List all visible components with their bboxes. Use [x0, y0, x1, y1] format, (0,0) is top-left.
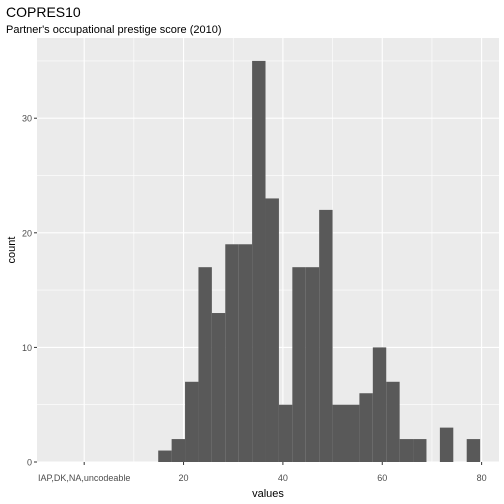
- x-tick-label: 60: [377, 473, 387, 483]
- histogram-bar: [185, 381, 199, 462]
- histogram-bar: [292, 267, 306, 462]
- histogram-bar: [359, 393, 373, 462]
- x-tick-label: 40: [278, 473, 288, 483]
- x-axis-label: values: [252, 488, 284, 500]
- histogram-bar: [372, 347, 387, 462]
- y-tick-label: 30: [22, 114, 32, 124]
- histogram-bar: [158, 450, 172, 462]
- chart-title: COPRES10: [6, 4, 81, 20]
- histogram-bar: [319, 209, 333, 462]
- histogram-bar: [265, 198, 279, 462]
- histogram-bar: [439, 427, 454, 462]
- histogram-bar: [225, 244, 239, 462]
- histogram-bar: [198, 267, 212, 462]
- histogram-bar: [171, 439, 186, 462]
- y-tick-label: 20: [22, 228, 32, 238]
- histogram-bar: [413, 439, 427, 462]
- histogram-bar: [345, 404, 360, 462]
- histogram-bar: [466, 439, 481, 462]
- histogram-bar: [386, 381, 400, 462]
- x-axis: IAP,DK,NA,uncodeable 20 40 60 80: [38, 462, 487, 483]
- x-tick-label: 20: [179, 473, 189, 483]
- y-axis-label: count: [6, 237, 18, 264]
- x-tick-label: 80: [477, 473, 487, 483]
- histogram-bar: [305, 267, 320, 462]
- histogram-bar: [211, 313, 226, 462]
- histogram-bar: [252, 60, 266, 463]
- y-tick-label: 10: [22, 343, 32, 353]
- histogram-bar: [399, 439, 414, 462]
- chart-subtitle: Partner's occupational prestige score (2…: [6, 24, 222, 36]
- y-axis: 0 10 20 30: [22, 114, 37, 468]
- histogram-bar: [278, 404, 293, 462]
- histogram-bar: [332, 404, 346, 462]
- x-tick-label: IAP,DK,NA,uncodeable: [38, 473, 130, 483]
- y-tick-label: 0: [27, 458, 32, 468]
- histogram-bars: [158, 60, 481, 463]
- histogram-bar: [238, 244, 253, 462]
